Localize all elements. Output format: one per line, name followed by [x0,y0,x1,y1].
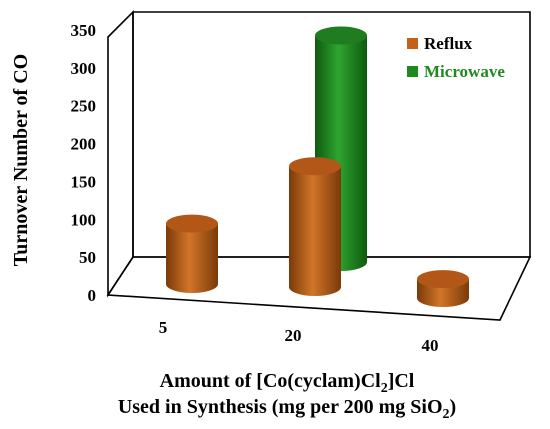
legend-label-reflux: Reflux [424,34,473,53]
legend-swatch-reflux [407,38,418,49]
bar-reflux-40-top [417,270,469,289]
bar-reflux-20 [289,157,341,296]
x-axis-categories: 5 20 40 [159,318,439,355]
bars [166,26,469,307]
x-tick-label: 20 [285,326,302,345]
bar-reflux-40 [417,270,469,307]
legend-label-microwave: Microwave [424,62,505,81]
bar-reflux-20-body [289,166,341,296]
bar-microwave-20-top [315,26,367,45]
floor [106,256,532,321]
x-axis-title-line2: Used in Synthesis (mg per 200 mg SiO2) [118,396,456,422]
y-axis-title: Turnover Number of CO [10,54,32,266]
bar-reflux-5 [166,214,218,293]
x-tick-label: 40 [422,336,439,355]
legend: Reflux Microwave [407,34,505,81]
bar-reflux-5-top [166,214,218,233]
y-tick-label: 300 [71,59,97,78]
y-tick-label: 150 [71,172,97,191]
bar-reflux-5-body [166,223,218,293]
y-tick-label: 350 [71,21,97,40]
bar-reflux-20-top [289,157,341,176]
y-tick-label: 0 [88,286,97,305]
chart-frame [106,10,532,321]
y-tick-label: 200 [71,135,97,154]
left-wall [107,10,134,298]
x-tick-label: 5 [159,318,168,337]
legend-swatch-microwave [407,66,418,77]
x-axis-title-line1: Amount of [Co(cyclam)Cl2]Cl [160,370,415,396]
y-tick-label: 250 [71,97,97,116]
y-axis-ticks: 0 50 100 150 200 250 300 350 [71,21,97,305]
y-tick-label: 100 [71,210,97,229]
y-tick-label: 50 [79,248,96,267]
